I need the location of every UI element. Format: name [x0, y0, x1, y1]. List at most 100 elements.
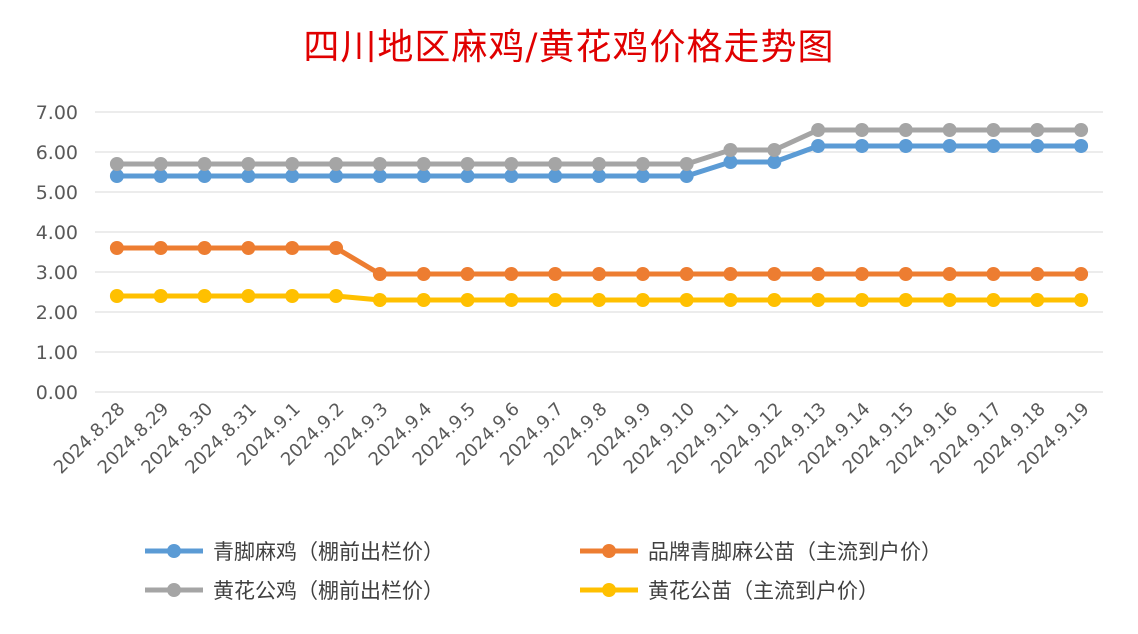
data-point	[416, 267, 431, 281]
data-point	[153, 157, 168, 171]
data-point	[504, 293, 519, 307]
data-point	[635, 267, 650, 281]
data-point	[197, 157, 212, 171]
data-point	[548, 293, 563, 307]
legend-marker	[167, 544, 181, 558]
data-point	[504, 169, 519, 183]
data-point	[153, 289, 168, 303]
data-point	[1030, 139, 1045, 153]
data-point	[372, 169, 387, 183]
chart-title: 四川地区麻鸡/黄花鸡价格走势图	[303, 27, 835, 68]
data-point	[109, 169, 124, 183]
data-point	[942, 139, 957, 153]
data-point	[986, 267, 1001, 281]
data-point	[1074, 267, 1089, 281]
data-point	[329, 241, 344, 255]
data-point	[1030, 123, 1045, 137]
data-point	[635, 157, 650, 171]
data-point	[329, 157, 344, 171]
y-tick-label: 5.00	[36, 182, 78, 204]
data-point	[898, 267, 913, 281]
data-point	[679, 293, 694, 307]
data-point	[329, 169, 344, 183]
data-point	[592, 169, 606, 183]
legend-label: 品牌青脚麻公苗（主流到户价）	[648, 540, 942, 564]
data-point	[1074, 293, 1089, 307]
data-point	[811, 293, 826, 307]
data-point	[854, 293, 869, 307]
data-point	[416, 169, 431, 183]
data-point	[723, 293, 738, 307]
data-point	[942, 123, 957, 137]
data-point	[679, 267, 694, 281]
data-point	[329, 289, 344, 303]
data-point	[854, 267, 869, 281]
data-point	[548, 267, 563, 281]
data-point	[679, 157, 694, 171]
data-point	[723, 155, 738, 169]
data-point	[854, 123, 869, 137]
data-point	[942, 267, 957, 281]
legend-label: 黄花公苗（主流到户价）	[648, 579, 879, 603]
data-point	[372, 157, 387, 171]
data-point	[986, 293, 1001, 307]
data-point	[811, 123, 826, 137]
data-point	[898, 139, 913, 153]
data-point	[109, 289, 124, 303]
data-point	[1074, 123, 1089, 137]
data-point	[592, 267, 606, 281]
data-point	[898, 123, 913, 137]
data-point	[460, 169, 475, 183]
data-point	[416, 157, 431, 171]
data-point	[854, 139, 869, 153]
legend-marker	[602, 583, 616, 597]
data-point	[1030, 293, 1045, 307]
data-point	[767, 143, 782, 157]
data-point	[197, 169, 212, 183]
y-tick-label: 3.00	[36, 262, 78, 284]
data-point	[767, 155, 782, 169]
data-point	[679, 169, 694, 183]
data-point	[197, 289, 212, 303]
data-point	[504, 157, 519, 171]
data-point	[241, 169, 256, 183]
data-point	[460, 293, 475, 307]
data-point	[285, 157, 300, 171]
y-tick-label: 1.00	[36, 342, 78, 364]
data-point	[986, 139, 1001, 153]
data-point	[109, 241, 124, 255]
data-point	[986, 123, 1001, 137]
data-point	[285, 289, 300, 303]
data-point	[723, 143, 738, 157]
data-point	[285, 169, 300, 183]
data-point	[197, 241, 212, 255]
data-point	[285, 241, 300, 255]
data-point	[767, 267, 782, 281]
data-point	[460, 157, 475, 171]
data-point	[504, 267, 519, 281]
data-point	[241, 241, 256, 255]
data-point	[592, 157, 606, 171]
legend-marker	[167, 583, 181, 597]
data-point	[241, 157, 256, 171]
data-point	[416, 293, 431, 307]
data-point	[811, 139, 826, 153]
data-point	[1074, 139, 1089, 153]
data-point	[723, 267, 738, 281]
y-tick-label: 7.00	[36, 102, 78, 124]
legend-marker	[602, 544, 616, 558]
y-tick-label: 4.00	[36, 222, 78, 244]
data-point	[548, 169, 563, 183]
data-point	[241, 289, 256, 303]
data-point	[153, 241, 168, 255]
legend-label: 青脚麻鸡（棚前出栏价）	[213, 540, 444, 564]
data-point	[372, 267, 387, 281]
data-point	[898, 293, 913, 307]
data-point	[372, 293, 387, 307]
data-point	[635, 293, 650, 307]
y-tick-label: 2.00	[36, 302, 78, 324]
data-point	[635, 169, 650, 183]
legend-label: 黄花公鸡（棚前出栏价）	[213, 579, 444, 603]
